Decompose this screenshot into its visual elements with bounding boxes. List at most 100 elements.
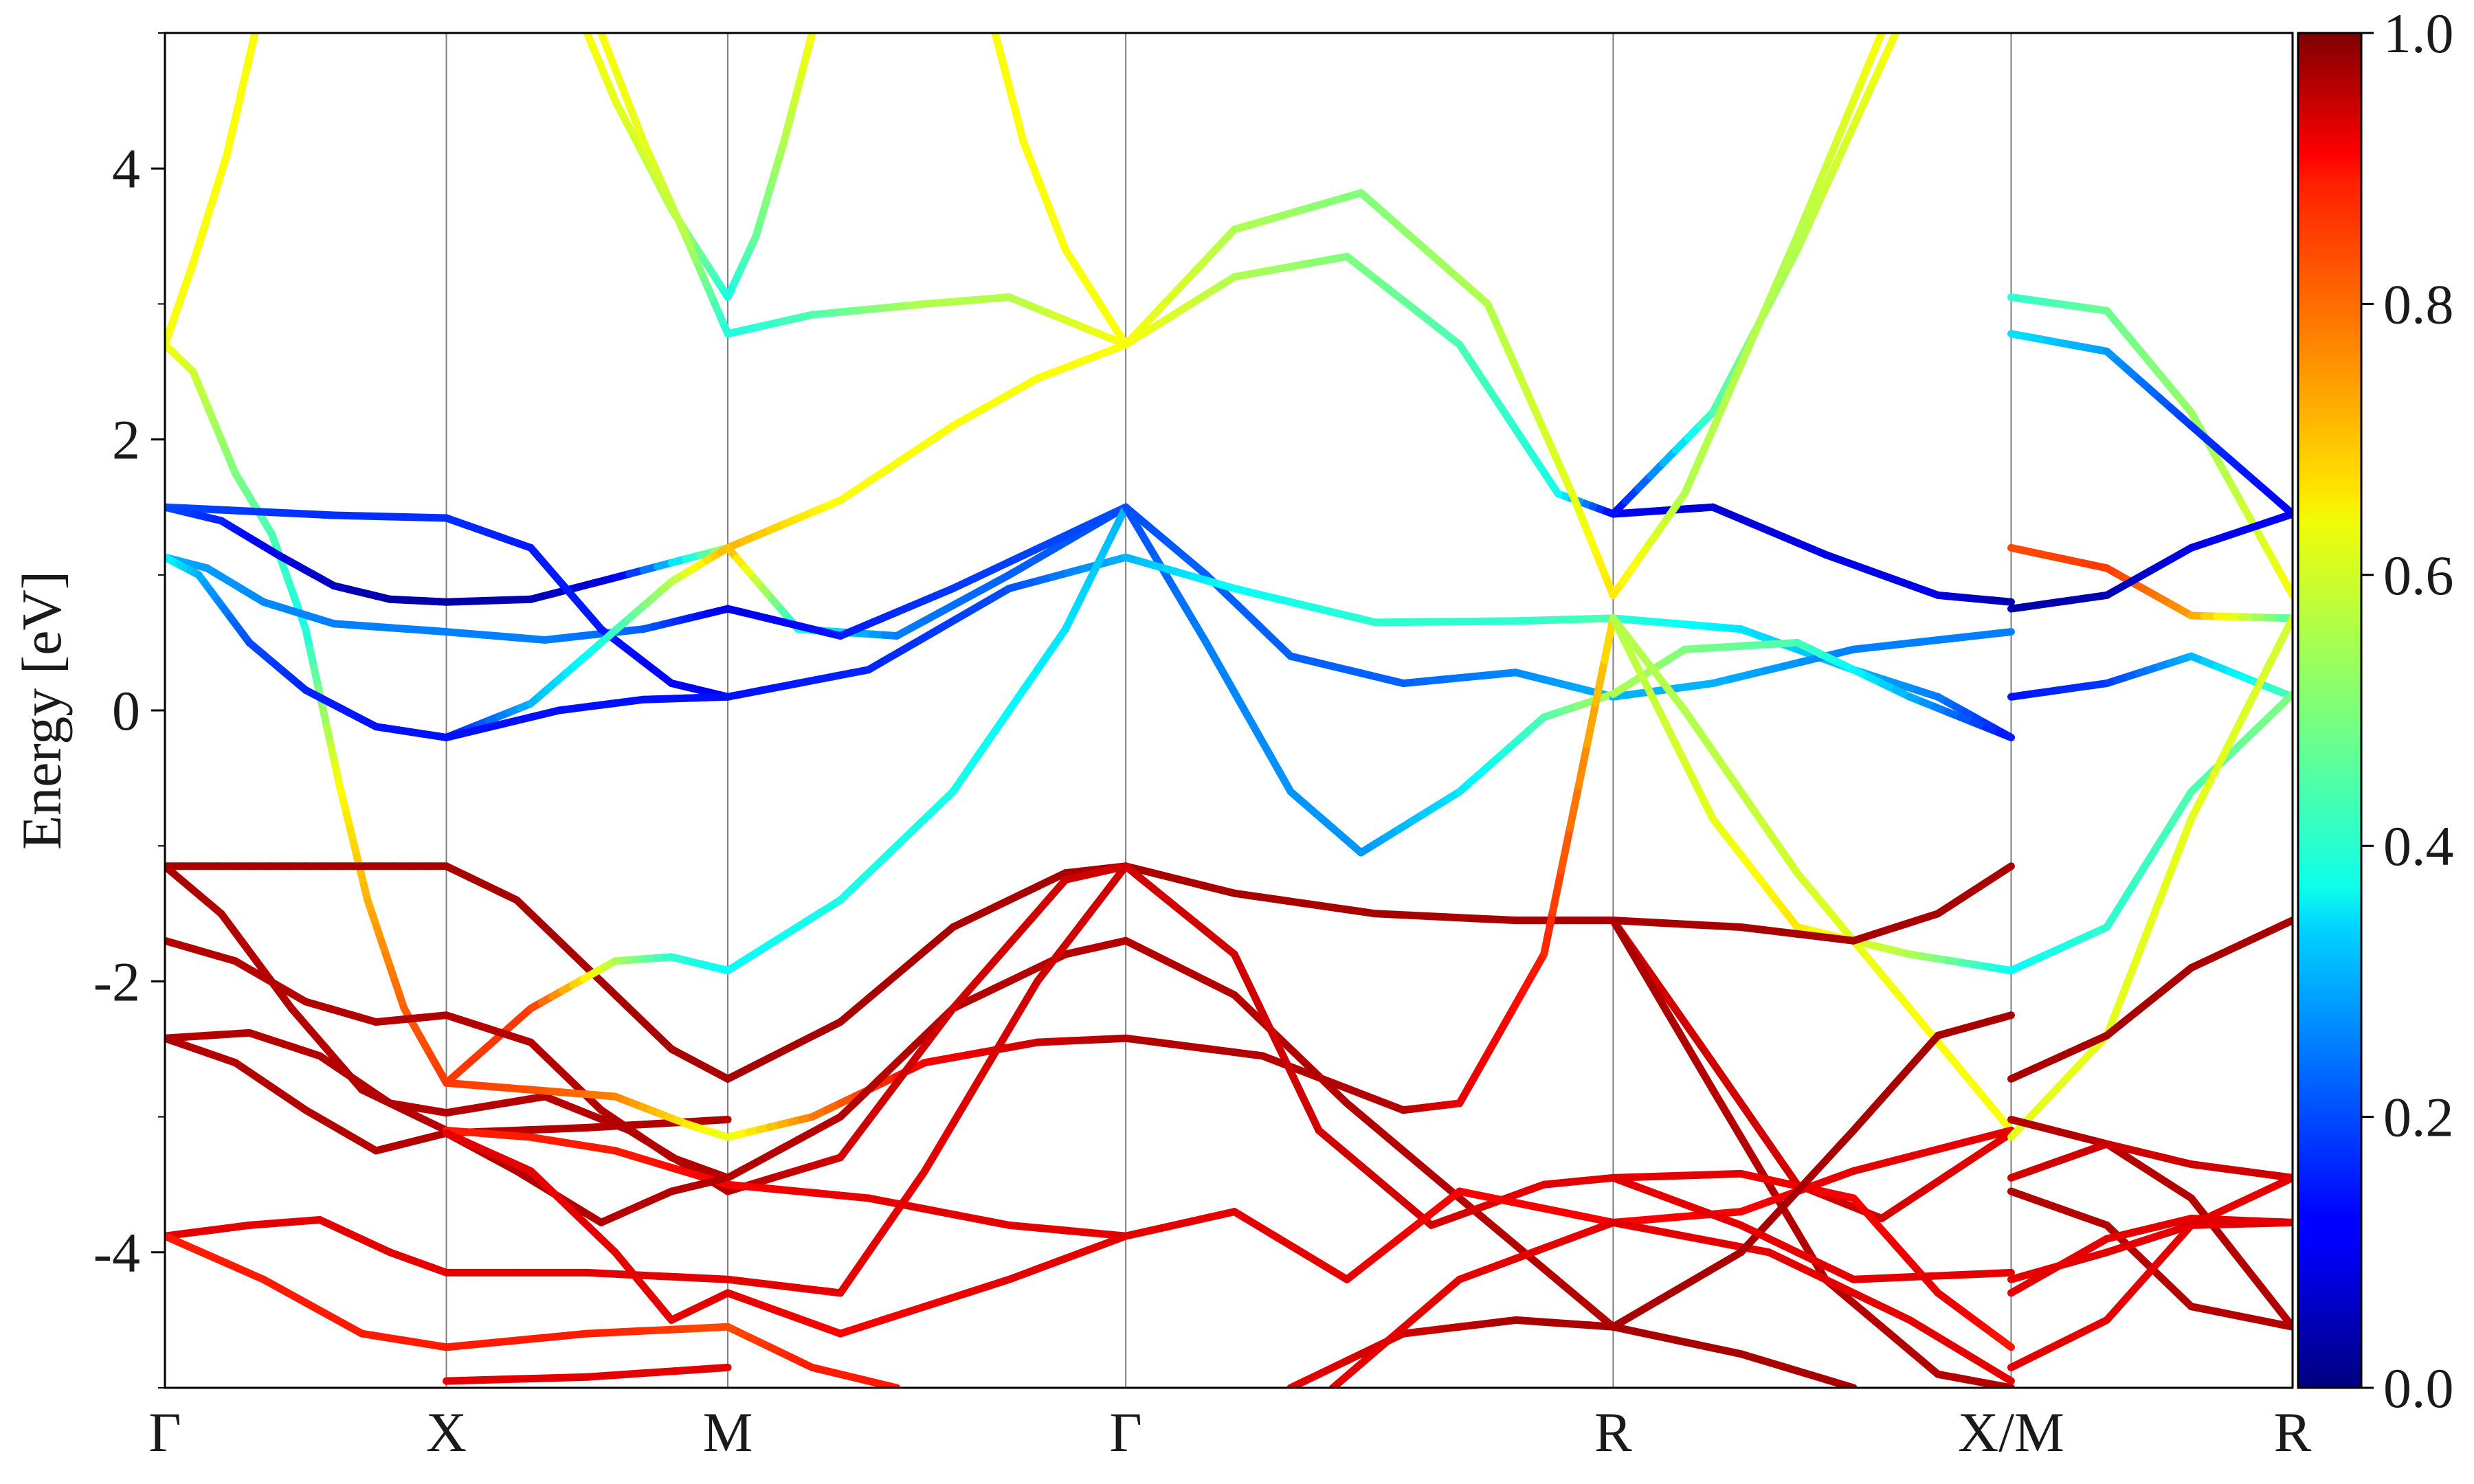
band-segment (1793, 218, 1814, 254)
band-segment (1671, 739, 1692, 773)
band-segment (935, 1119, 957, 1151)
band-segment (1283, 1060, 1302, 1090)
band-segment (2124, 950, 2143, 985)
band-segment (1751, 808, 1773, 836)
band-segment (1484, 300, 1502, 332)
band-segment (1475, 1210, 1502, 1235)
band-segment (1034, 645, 1056, 674)
band-segment (1634, 664, 1655, 697)
band-segment (1998, 1011, 2015, 1022)
band-segment (921, 1023, 943, 1050)
band-segment (1867, 56, 1888, 91)
high-symmetry-lines (445, 33, 2012, 1388)
band-segment (1696, 1064, 1717, 1094)
colorbar-tick-label: 0.4 (2383, 815, 2454, 877)
colorbar-tick-label: 0.8 (2383, 273, 2454, 335)
band-segment (906, 1042, 929, 1068)
band-segment (1659, 715, 1680, 747)
band-segment (1856, 54, 1875, 88)
band-segment (1737, 1133, 1759, 1165)
band-segment (1548, 866, 1565, 917)
colorbar-tick-label: 0.2 (2383, 1086, 2454, 1149)
y-axis-title: Energy [eV] (10, 571, 73, 850)
band-segment (1765, 265, 1787, 304)
band-segment (1723, 361, 1745, 401)
band-segment (1994, 1369, 2015, 1385)
band-segment (2187, 789, 2208, 823)
y-tick-label: -4 (93, 1222, 140, 1284)
band-segment (1583, 698, 1600, 748)
band-segment (949, 574, 979, 593)
band-segment (1571, 1290, 1598, 1315)
band-segment (2276, 1173, 2293, 1188)
band-segment (1047, 625, 1069, 653)
band-segment (2276, 690, 2293, 710)
band-segment (2225, 715, 2246, 747)
y-tick-label: 0 (112, 679, 140, 742)
band-segment (1526, 394, 1545, 427)
band-segment (1005, 686, 1027, 715)
band-segment (1574, 740, 1592, 790)
band-segment (992, 554, 1022, 572)
band-segment (1708, 388, 1728, 416)
band-segment (2276, 917, 2293, 930)
band-segment (1565, 782, 1583, 833)
band-segment (977, 1048, 999, 1080)
band-segment (1537, 418, 1555, 450)
y-tick-label: 4 (112, 137, 140, 200)
band-segment (991, 33, 1003, 51)
band-segment (1262, 1016, 1281, 1046)
y-tick-label: -2 (93, 950, 140, 1013)
band-segment (1515, 371, 1534, 403)
band-segment (1494, 324, 1513, 355)
band-segment (1880, 33, 1900, 64)
y-tick-label: 2 (112, 409, 140, 471)
band-segment (1622, 639, 1642, 673)
band-segment (878, 1079, 901, 1105)
band-segment (949, 1096, 971, 1127)
band-segment (1680, 458, 1703, 497)
band-segment (1684, 765, 1704, 798)
x-tick-label: Γ (1109, 1401, 1141, 1463)
band-segment (1804, 181, 1823, 215)
band-segment (1719, 368, 1738, 396)
band-segment (1494, 1226, 1522, 1250)
band-segment (1998, 597, 2015, 606)
band-segment (977, 727, 999, 755)
band-segment (1304, 1104, 1323, 1134)
band-segment (970, 564, 1001, 583)
x-tick-label: X/M (1958, 1401, 2064, 1463)
band-segment (1723, 767, 1745, 796)
band-segment (2276, 1218, 2293, 1226)
band-segment (1723, 1110, 1745, 1141)
band-segment (2166, 842, 2185, 877)
band-segment (1609, 917, 1630, 945)
band-segment (1708, 1086, 1731, 1118)
band-segment (1273, 1038, 1291, 1068)
x-tick-label: M (703, 1401, 753, 1463)
band-segment (2225, 477, 2246, 508)
band-segment (724, 285, 735, 302)
band-segment (1818, 164, 1838, 200)
band-segment (1695, 425, 1717, 466)
band-segment (1533, 1259, 1560, 1283)
band-segment (921, 1143, 943, 1175)
band-segment (1634, 958, 1655, 988)
band-segment (1057, 524, 1086, 542)
band-segment (597, 33, 610, 51)
band-segment (2276, 568, 2293, 599)
band-segment (1814, 156, 1833, 190)
band-segment (963, 1072, 985, 1104)
band-segment (2238, 689, 2259, 723)
band-segment (706, 1116, 732, 1125)
band-segment (1998, 862, 2015, 876)
band-segment (1671, 1022, 1692, 1052)
band-segment (1230, 950, 1249, 980)
band-segment (1592, 656, 1609, 706)
band-segment (247, 33, 259, 52)
band-lines (165, 33, 2293, 1388)
band-segment (1504, 347, 1524, 379)
band-segment (2276, 614, 2293, 647)
x-tick-label: Γ (148, 1401, 181, 1463)
band-segment (963, 747, 985, 776)
